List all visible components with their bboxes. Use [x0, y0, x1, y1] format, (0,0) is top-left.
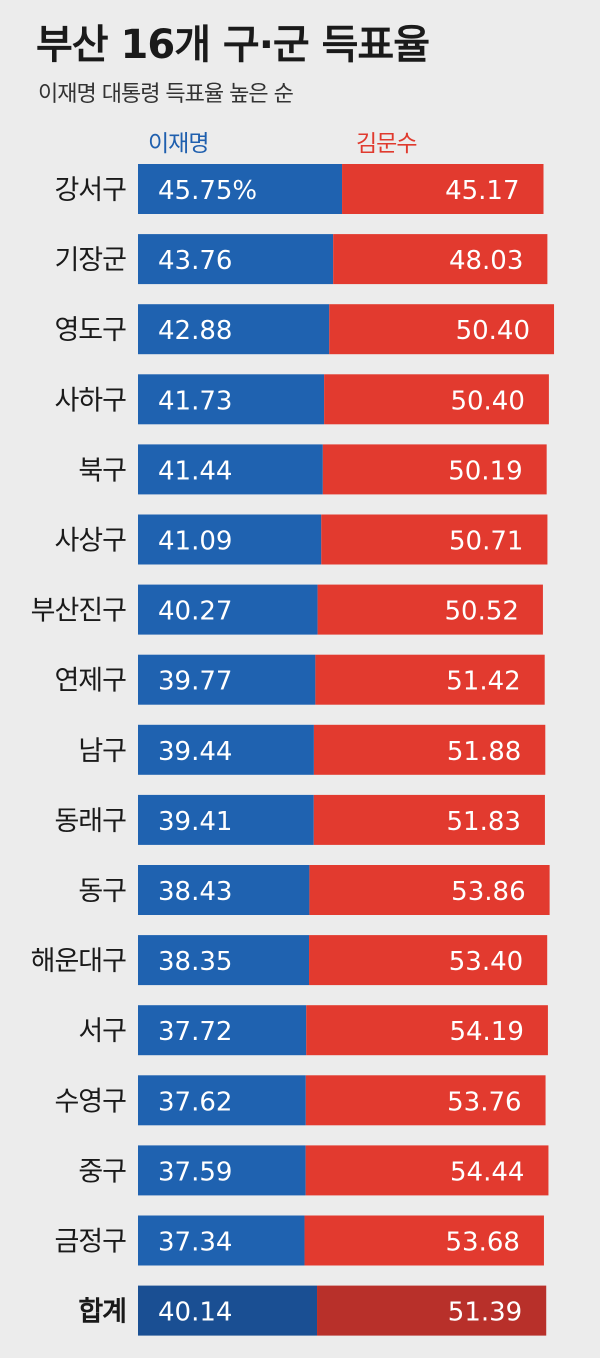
- data-label-lee: 38.35: [158, 947, 232, 977]
- data-label-lee: 37.62: [158, 1087, 232, 1117]
- bar-kim: [333, 234, 548, 285]
- data-label-kim: 50.52: [444, 597, 518, 627]
- bar-kim: [324, 374, 549, 425]
- bar-lee: [138, 865, 310, 915]
- bar-lee: [138, 935, 310, 986]
- data-label-kim: 50.71: [449, 527, 523, 557]
- bar-kim: [309, 935, 548, 986]
- data-label-kim: 53.40: [449, 947, 523, 977]
- data-label-lee: 41.73: [158, 386, 232, 416]
- data-label-lee: 39.41: [158, 807, 232, 837]
- category-label: 해운대구: [31, 946, 127, 977]
- data-label-kim: 50.40: [456, 316, 530, 346]
- bar-lee: [138, 444, 323, 495]
- bar-lee: [138, 164, 343, 214]
- category-label: 중구: [78, 1156, 126, 1187]
- data-label-lee: 40.27: [158, 597, 232, 627]
- category-label: 사하구: [54, 385, 126, 416]
- data-label-kim: 50.40: [450, 386, 524, 416]
- bar-kim: [317, 1285, 547, 1336]
- category-label: 연제구: [54, 666, 126, 697]
- category-label: 북구: [78, 455, 126, 486]
- bar-kim: [317, 584, 543, 635]
- legend-item-lee: 이재명: [148, 131, 209, 157]
- data-label-kim: 51.88: [447, 737, 521, 767]
- bar-kim: [313, 724, 546, 775]
- bar-lee: [138, 234, 334, 285]
- category-label: 강서구: [54, 175, 126, 206]
- category-label: 남구: [78, 736, 126, 767]
- bar-lee: [138, 584, 318, 635]
- bar-kim: [309, 865, 550, 915]
- data-label-lee: 43.76: [158, 246, 232, 276]
- data-label-kim: 54.19: [449, 1017, 523, 1047]
- data-label-lee: 38.43: [158, 877, 232, 907]
- bar-kim: [342, 164, 544, 214]
- data-label-lee: 41.09: [158, 527, 232, 557]
- bar-kim: [306, 1005, 548, 1056]
- data-label-lee: 37.59: [158, 1157, 232, 1187]
- bar-kim: [313, 794, 545, 845]
- bar-kim: [315, 654, 545, 705]
- bar-lee: [138, 514, 322, 565]
- chart-subtitle: 이재명 대통령 득표율 높은 순: [38, 82, 294, 107]
- bar-lee: [138, 1215, 305, 1266]
- category-label: 부산진구: [31, 596, 127, 627]
- bar-lee: [138, 1075, 306, 1126]
- data-label-kim: 54.44: [450, 1157, 524, 1187]
- category-label: 합계: [78, 1297, 126, 1328]
- bar-lee: [138, 654, 316, 705]
- data-label-kim: 51.39: [448, 1298, 522, 1328]
- bar-lee: [138, 724, 314, 775]
- data-label-kim: 51.83: [446, 807, 520, 837]
- bar-lee: [138, 1285, 318, 1336]
- data-label-kim: 53.68: [446, 1228, 520, 1258]
- bar-lee: [138, 1005, 307, 1056]
- bar-lee: [138, 1145, 306, 1196]
- data-label-kim: 53.76: [447, 1087, 521, 1117]
- data-label-kim: 50.19: [448, 456, 522, 486]
- bar-lee: [138, 794, 314, 845]
- bar-lee: [138, 374, 325, 425]
- data-label-lee: 42.88: [158, 316, 232, 346]
- data-label-lee: 45.75%: [158, 176, 257, 206]
- data-label-lee: 37.72: [158, 1017, 232, 1047]
- data-label-kim: 51.42: [446, 667, 520, 697]
- bar-kim: [305, 1145, 549, 1196]
- data-label-kim: 48.03: [449, 246, 523, 276]
- category-label: 서구: [78, 1016, 126, 1047]
- data-label-lee: 41.44: [158, 456, 232, 486]
- legend-item-kim: 김문수: [356, 131, 417, 157]
- category-label: 동래구: [54, 806, 126, 837]
- category-label: 수영구: [54, 1086, 126, 1117]
- bar-lee: [138, 304, 330, 355]
- bar-kim: [329, 304, 555, 355]
- data-label-kim: 45.17: [445, 176, 519, 206]
- bar-kim: [321, 514, 548, 565]
- bar-kim: [305, 1075, 546, 1126]
- chart-title: 부산 16개 구·군 득표율: [36, 22, 430, 68]
- data-label-kim: 53.86: [451, 877, 525, 907]
- data-label-lee: 40.14: [158, 1298, 232, 1328]
- category-label: 금정구: [54, 1227, 126, 1258]
- category-label: 영도구: [54, 315, 126, 346]
- data-label-lee: 39.44: [158, 737, 232, 767]
- bar-kim: [322, 444, 547, 495]
- category-label: 기장군: [54, 245, 126, 276]
- category-label: 사상구: [54, 526, 126, 557]
- data-label-lee: 39.77: [158, 667, 232, 697]
- category-label: 동구: [78, 876, 126, 907]
- bar-kim: [304, 1215, 544, 1266]
- data-label-lee: 37.34: [158, 1228, 232, 1258]
